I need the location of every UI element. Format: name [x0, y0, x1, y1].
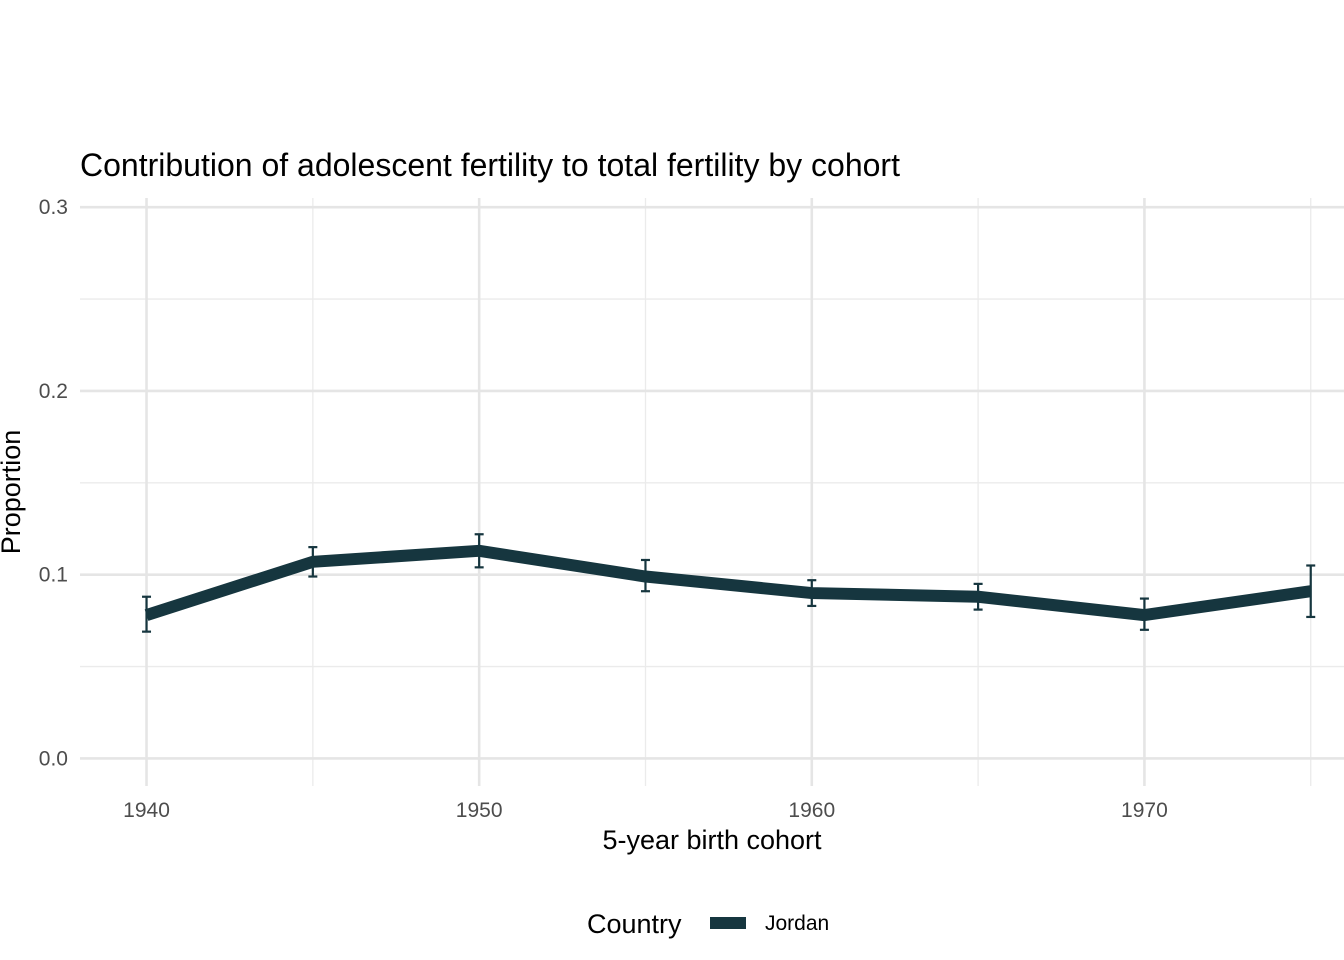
chart-title: Contribution of adolescent fertility to … — [80, 147, 900, 183]
x-tick-label: 1950 — [456, 799, 503, 822]
x-tick-label: 1960 — [788, 799, 835, 822]
y-axis-ticks: 0.0 0.1 0.2 0.3 — [39, 196, 68, 770]
series-lines — [144, 544, 1312, 622]
legend-items: Jordan — [710, 912, 829, 935]
series-line — [144, 544, 1312, 622]
grid — [80, 198, 1344, 786]
y-tick-label: 0.0 — [39, 747, 68, 770]
y-tick-label: 0.1 — [39, 564, 68, 587]
x-axis-ticks: 1940 1950 1960 1970 — [123, 799, 1168, 822]
legend: Country Jordan — [587, 909, 829, 939]
legend-label: Jordan — [765, 912, 829, 935]
y-tick-label: 0.3 — [39, 196, 68, 219]
legend-swatch — [710, 917, 746, 929]
y-tick-label: 0.2 — [39, 380, 68, 403]
x-tick-label: 1970 — [1121, 799, 1168, 822]
y-axis-title: Proportion — [0, 430, 26, 555]
x-axis-title: 5-year birth cohort — [602, 825, 822, 855]
x-tick-label: 1940 — [123, 799, 170, 822]
legend-title: Country — [587, 909, 682, 939]
